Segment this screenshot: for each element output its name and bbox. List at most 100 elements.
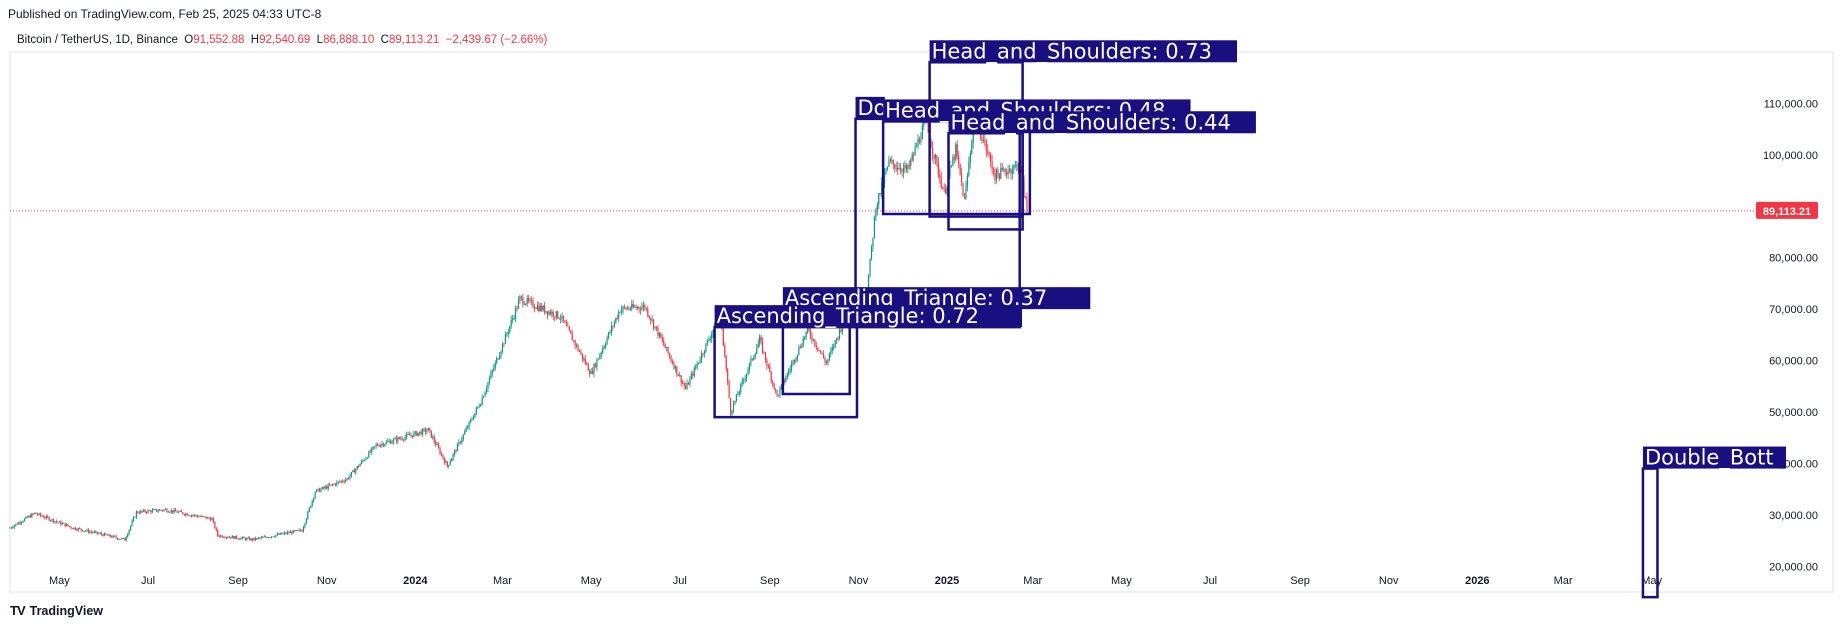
candle-body — [674, 366, 676, 369]
candle-body — [256, 537, 258, 540]
candle-body — [205, 516, 207, 519]
candle-body — [602, 348, 604, 353]
candle-body — [748, 363, 751, 370]
candle-body — [182, 512, 184, 515]
time-tick-label: Jul — [1203, 575, 1217, 587]
candle-body — [411, 435, 414, 437]
candle-body — [578, 350, 581, 352]
time-axis[interactable]: May Jul Sep Nov 2024 Mar May Jul Sep Nov 2025 Mar Ma… — [49, 575, 1663, 587]
tradingview-brand[interactable]: TV TradingView — [10, 603, 103, 618]
candle-body — [157, 510, 159, 512]
candle-body — [750, 358, 752, 364]
candle-body — [526, 298, 528, 304]
candle-body — [98, 533, 100, 535]
candle-body — [375, 444, 377, 447]
candle-body — [541, 305, 543, 311]
candle-body — [840, 329, 842, 332]
candle-body — [923, 120, 925, 126]
candle-body — [520, 296, 522, 298]
candle-body — [963, 195, 966, 199]
candle-body — [644, 305, 646, 309]
candle-body — [362, 460, 364, 462]
candle-body — [320, 489, 322, 492]
candle-body — [711, 334, 713, 339]
candle-body — [265, 536, 267, 538]
candle-body — [63, 523, 65, 525]
candle-body — [931, 147, 934, 155]
candle-body — [888, 159, 890, 167]
candle-body — [327, 484, 329, 489]
candle-body — [208, 517, 210, 519]
candle-body — [77, 528, 79, 531]
candle-body — [1017, 164, 1019, 171]
candle-body — [285, 532, 287, 534]
candle-body — [908, 165, 910, 167]
candle-body — [655, 326, 658, 328]
candle-body — [772, 380, 774, 384]
candle-body — [429, 428, 431, 431]
candle-body — [147, 510, 149, 513]
candle-body — [741, 380, 743, 385]
candle-body — [573, 340, 575, 342]
candle-body — [148, 510, 151, 512]
candle-body — [23, 518, 26, 522]
candle-body — [112, 535, 114, 538]
candle-body — [891, 160, 893, 161]
candle-body — [958, 155, 960, 164]
candle-body — [767, 365, 769, 367]
price-axis[interactable]: 110,000.00100,000.0090,000.0080,000.0070… — [1763, 98, 1818, 573]
candle-body — [930, 142, 932, 148]
candle-body — [382, 443, 384, 446]
candle-body — [523, 304, 525, 305]
tradingview-logo-icon: TV — [10, 603, 26, 618]
pattern-label-bg — [948, 111, 1256, 134]
candle-body — [626, 308, 629, 310]
candle-body — [376, 444, 379, 446]
candle-body — [933, 154, 935, 159]
candle-body — [902, 167, 905, 172]
candle-body — [735, 394, 737, 401]
time-tick-label: May — [1111, 575, 1132, 587]
candle-body — [631, 304, 633, 309]
price-tick-label: 30,000.00 — [1769, 510, 1818, 522]
candle-body — [143, 510, 145, 512]
candle-body — [788, 371, 790, 374]
pattern-label: Head_and_Shoulders: 0.44 — [951, 110, 1231, 135]
candle-body — [420, 431, 422, 435]
candle-body — [934, 155, 937, 159]
candle-body — [512, 318, 514, 320]
candle-body — [756, 348, 758, 354]
candle-body — [554, 316, 556, 318]
candle-body — [315, 489, 318, 493]
candle-body — [621, 309, 623, 312]
candle-body — [686, 383, 688, 389]
candle-body — [403, 439, 405, 441]
chart-frame — [9, 51, 1834, 593]
candle-body — [421, 429, 424, 435]
candle-body — [465, 428, 467, 432]
candle-body — [34, 512, 36, 514]
candle-body — [689, 378, 691, 385]
price-tick-label: 80,000.00 — [1769, 253, 1818, 265]
candle-body — [349, 475, 351, 479]
pattern-label-bg — [929, 40, 1238, 63]
candle-body — [195, 514, 197, 516]
candle-body — [105, 533, 107, 535]
candle-body — [812, 339, 814, 341]
candle-body — [304, 523, 306, 528]
candle-body — [99, 533, 101, 535]
candle-body — [400, 438, 402, 440]
candle-body — [272, 536, 274, 538]
candle-body — [140, 510, 142, 514]
candle-body — [215, 528, 217, 531]
candle-body — [1014, 164, 1016, 166]
symbol-name[interactable]: Bitcoin / TetherUS, 1D, Binance — [17, 34, 178, 46]
candle-body — [747, 369, 749, 374]
candle-body — [708, 339, 710, 341]
candle-body — [340, 480, 342, 482]
candle-body — [310, 505, 312, 508]
candle-body — [172, 510, 174, 513]
candle-body — [612, 326, 614, 327]
candle-body — [937, 162, 939, 175]
